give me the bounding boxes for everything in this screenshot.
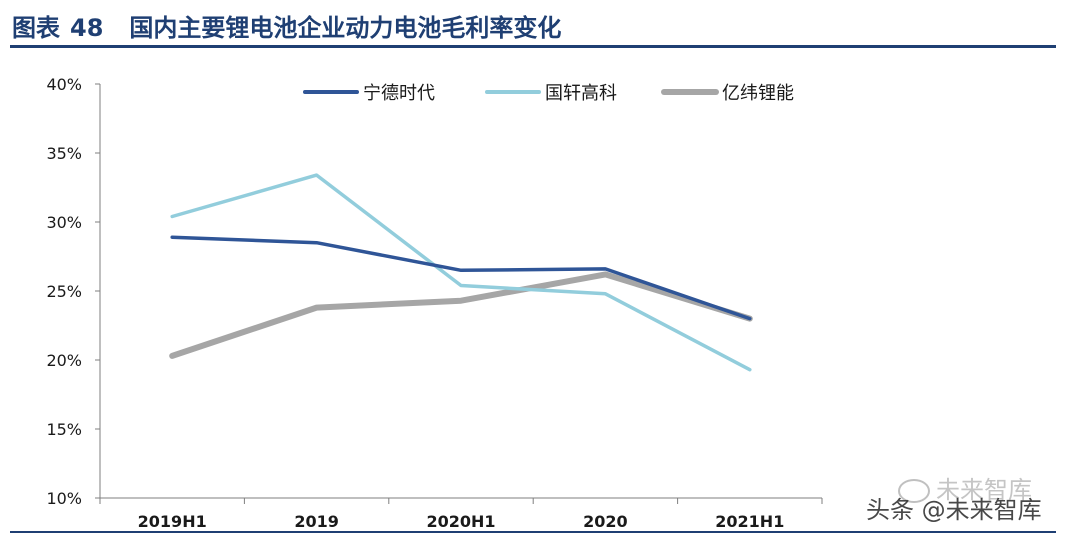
y-tick-label: 35% — [46, 144, 82, 163]
series-line — [170, 235, 752, 321]
x-tick-label: 2019 — [294, 512, 339, 531]
y-tick-label: 30% — [46, 213, 82, 232]
legend-label: 亿纬锂能 — [722, 83, 794, 104]
figure-title: 图表 48 国内主要锂电池企业动力电池毛利率变化 — [12, 8, 561, 43]
bottom-divider — [10, 531, 1056, 533]
y-tick-label: 25% — [46, 282, 82, 301]
title-divider — [10, 45, 1056, 48]
x-tick-label: 2021H1 — [715, 512, 784, 531]
legend-label: 宁德时代 — [363, 83, 435, 104]
y-tick-label: 10% — [46, 489, 82, 508]
series-line — [169, 271, 753, 359]
x-tick-label: 2020 — [583, 512, 628, 531]
wechat-icon — [898, 479, 930, 503]
chart-title: 国内主要锂电池企业动力电池毛利率变化 — [129, 14, 562, 42]
figure-number: 48 — [70, 14, 104, 42]
wechat-watermark: 未来智库 — [898, 470, 1032, 505]
figure-label: 图表 — [12, 14, 60, 42]
legend-label: 国轩高科 — [545, 83, 617, 104]
y-tick-label: 15% — [46, 420, 82, 439]
toutiao-watermark: 头条 @未来智库 — [866, 496, 1042, 524]
y-tick-label: 20% — [46, 351, 82, 370]
y-tick-label: 40% — [46, 75, 82, 94]
x-tick-label: 2019H1 — [138, 512, 207, 531]
wechat-watermark-text: 未来智库 — [936, 476, 1032, 504]
x-tick-label: 2020H1 — [426, 512, 495, 531]
series-line — [170, 173, 752, 372]
